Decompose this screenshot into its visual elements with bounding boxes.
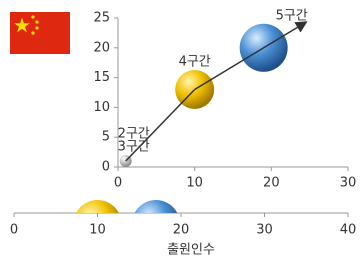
flag	[10, 12, 70, 54]
x-tick-label: 0	[10, 223, 18, 238]
chart: 010203040출원인수010203005101520252구간3구간4구간5…	[0, 0, 361, 263]
x-tick-label: 10	[186, 176, 203, 191]
point-label: 5구간	[276, 8, 308, 23]
y-tick-label: 10	[93, 100, 110, 115]
x-tick-label: 40	[340, 223, 357, 238]
y-tick-label: 25	[93, 11, 110, 26]
x-axis-label: 출원인수	[167, 243, 215, 258]
x-tick-label: 30	[340, 176, 357, 191]
y-tick-label: 15	[93, 70, 110, 85]
bubble	[16, 218, 28, 230]
y-tick-label: 0	[102, 160, 110, 175]
point-label: 4구간	[179, 55, 211, 70]
y-tick-label: 5	[102, 130, 110, 145]
x-tick-label: 20	[173, 223, 190, 238]
point-label: 3구간	[118, 140, 150, 155]
x-tick-label: 30	[256, 223, 273, 238]
x-tick-label: 10	[89, 223, 106, 238]
x-tick-label: 20	[263, 176, 280, 191]
y-tick-label: 20	[93, 40, 110, 55]
x-tick-label: 0	[114, 176, 122, 191]
